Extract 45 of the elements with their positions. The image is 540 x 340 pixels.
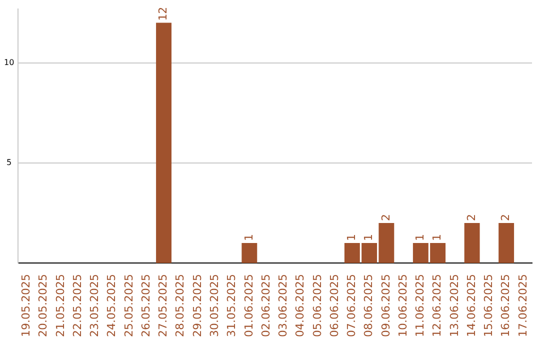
x-tick-label: 05.06.2025 xyxy=(310,274,324,338)
x-tick-label: 23.05.2025 xyxy=(88,274,102,338)
bar xyxy=(464,222,480,264)
bar xyxy=(156,22,172,264)
x-tick-label: 15.06.2025 xyxy=(482,274,496,338)
bar xyxy=(242,243,258,264)
data-label: 12 xyxy=(156,6,170,21)
x-tick-label: 19.05.2025 xyxy=(20,274,33,338)
data-label: 1 xyxy=(242,234,256,241)
x-tick-label: 07.06.2025 xyxy=(345,274,358,338)
y-tick-label: 5 xyxy=(6,158,12,168)
x-tick-label: 25.05.2025 xyxy=(122,274,136,338)
x-tick-label: 27.05.2025 xyxy=(156,274,170,338)
x-tick-label: 08.06.2025 xyxy=(362,274,376,338)
x-tick-label: 14.06.2025 xyxy=(464,274,478,338)
x-tick-label: 24.05.2025 xyxy=(105,274,118,338)
x-tick-label: 22.05.2025 xyxy=(70,274,84,338)
x-tick-label: 29.05.2025 xyxy=(190,274,204,338)
data-label: 1 xyxy=(430,234,444,241)
data-label: 2 xyxy=(379,214,392,221)
bar xyxy=(498,222,514,264)
x-tick-label: 06.06.2025 xyxy=(328,274,341,338)
data-label: 2 xyxy=(499,214,512,221)
x-tick-label: 04.06.2025 xyxy=(294,274,307,338)
data-label: 2 xyxy=(464,214,478,221)
x-tick-label: 11.06.2025 xyxy=(414,274,427,338)
data-label: 1 xyxy=(345,234,358,241)
x-tick-label: 28.05.2025 xyxy=(174,274,187,338)
x-tick-label: 12.06.2025 xyxy=(430,274,444,338)
y-tick-label: 10 xyxy=(4,58,14,67)
x-tick-label: 03.06.2025 xyxy=(276,274,290,338)
x-tick-label: 10.06.2025 xyxy=(396,274,410,338)
x-tick-label: 09.06.2025 xyxy=(379,274,392,338)
x-tick-label: 13.06.2025 xyxy=(448,274,461,338)
x-tick-label: 20.05.2025 xyxy=(36,274,50,338)
data-label: 1 xyxy=(414,234,427,241)
x-tick-label: 26.05.2025 xyxy=(139,274,152,338)
x-tick-label: 30.05.2025 xyxy=(208,274,222,338)
x-tick-label: 02.06.2025 xyxy=(259,274,272,338)
x-tick-label: 31.05.2025 xyxy=(225,274,238,338)
x-tick-label: 17.06.2025 xyxy=(516,274,530,338)
x-tick-label: 16.06.2025 xyxy=(499,274,512,338)
data-label: 1 xyxy=(362,234,376,241)
x-tick-label: 01.06.2025 xyxy=(242,274,256,338)
x-tick-label: 21.05.2025 xyxy=(54,274,67,338)
